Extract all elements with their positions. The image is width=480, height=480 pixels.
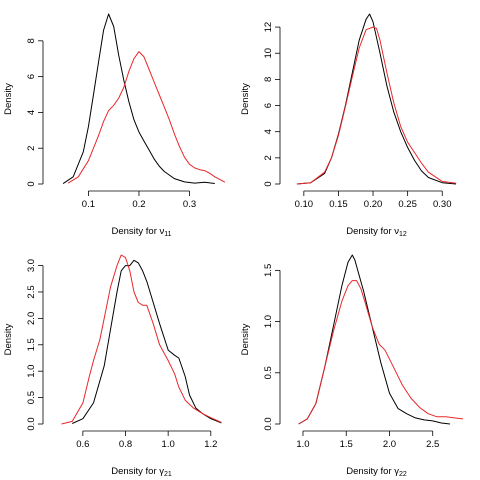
x-axis-label-subscript: 21 bbox=[164, 471, 172, 478]
y-tick-label: 2.0 bbox=[26, 312, 37, 325]
y-axis-label: Density bbox=[3, 83, 14, 115]
density-line-red bbox=[67, 51, 226, 184]
x-axis-label-subscript: 22 bbox=[399, 471, 407, 478]
y-tick-label: 8 bbox=[26, 38, 37, 43]
y-tick-label: 4 bbox=[26, 110, 37, 115]
y-tick-label: 0 bbox=[26, 181, 37, 186]
x-tick-label: 0.1 bbox=[82, 199, 95, 210]
x-tick-label: 1.0 bbox=[162, 439, 175, 450]
y-tick-label: 0.0 bbox=[263, 417, 274, 430]
x-tick-label: 2.0 bbox=[383, 439, 396, 450]
density-line-black bbox=[71, 259, 222, 424]
x-axis-label-subscript: 12 bbox=[399, 231, 407, 238]
x-tick-label: 1.0 bbox=[296, 439, 309, 450]
y-tick-label: 8 bbox=[263, 77, 274, 82]
y-tick-label: 1.5 bbox=[263, 264, 274, 277]
x-axis-label-subscript: 11 bbox=[164, 231, 171, 238]
y-tick-label: 12 bbox=[263, 22, 274, 33]
y-tick-label: 0.5 bbox=[26, 391, 37, 404]
y-tick-label: 2 bbox=[26, 146, 37, 151]
y-tick-label: 2 bbox=[263, 155, 274, 160]
y-axis-label: Density bbox=[3, 323, 14, 355]
density-line-red bbox=[296, 26, 457, 185]
y-tick-label: 0.0 bbox=[26, 417, 37, 430]
y-tick-label: 0.5 bbox=[263, 366, 274, 379]
density-line-black bbox=[296, 13, 457, 185]
y-tick-label: 1.0 bbox=[26, 365, 37, 378]
x-tick-label: 0.30 bbox=[433, 199, 452, 210]
x-tick-label: 0.10 bbox=[295, 199, 314, 210]
y-tick-label: 1.0 bbox=[263, 315, 274, 328]
x-tick-label: 0.6 bbox=[76, 439, 89, 450]
x-tick-label: 1.5 bbox=[340, 439, 353, 450]
x-tick-label: 1.2 bbox=[204, 439, 217, 450]
panel-3: 0.6 0.8 1.0 1.2 0.0 0.5 1.0 1.5 2.0 2.5 3.0 Density… bbox=[3, 254, 222, 478]
y-tick-label: 0 bbox=[263, 181, 274, 186]
x-axis-label: Density for γ21 bbox=[111, 466, 172, 478]
y-tick-label: 3.0 bbox=[26, 259, 37, 272]
x-tick-label: 0.2 bbox=[132, 199, 145, 210]
y-tick-label: 10 bbox=[263, 48, 274, 59]
x-tick-label: 0.25 bbox=[398, 199, 417, 210]
y-tick-label: 6 bbox=[263, 103, 274, 108]
density-line-black bbox=[62, 13, 215, 185]
y-tick-label: 4 bbox=[263, 129, 274, 134]
x-axis-label: Density for γ22 bbox=[346, 466, 407, 478]
x-tick-label: 0.3 bbox=[183, 199, 196, 210]
y-tick-label: 2.5 bbox=[26, 285, 37, 298]
density-line-black bbox=[298, 254, 451, 425]
panel-4: 1.0 1.5 2.0 2.5 0.0 0.5 1.0 1.5 Density for γ22 D… bbox=[240, 254, 464, 478]
y-axis-label: Density bbox=[240, 323, 251, 355]
panel-1: 0.1 0.2 0.3 0 2 4 6 8 Density for ν11 Density bbox=[3, 13, 226, 238]
y-tick-label: 1.5 bbox=[26, 338, 37, 351]
y-axis-label: Density bbox=[240, 83, 251, 115]
y-tick-label: 6 bbox=[26, 74, 37, 79]
x-axis-label: Density for ν11 bbox=[111, 226, 171, 238]
x-axis-label: Density for ν12 bbox=[346, 226, 407, 238]
x-tick-label: 2.5 bbox=[426, 439, 439, 450]
x-tick-label: 0.8 bbox=[119, 439, 132, 450]
x-tick-label: 0.20 bbox=[364, 199, 383, 210]
density-line-red bbox=[61, 254, 222, 425]
density-line-red bbox=[298, 280, 464, 425]
x-tick-label: 0.15 bbox=[329, 199, 348, 210]
